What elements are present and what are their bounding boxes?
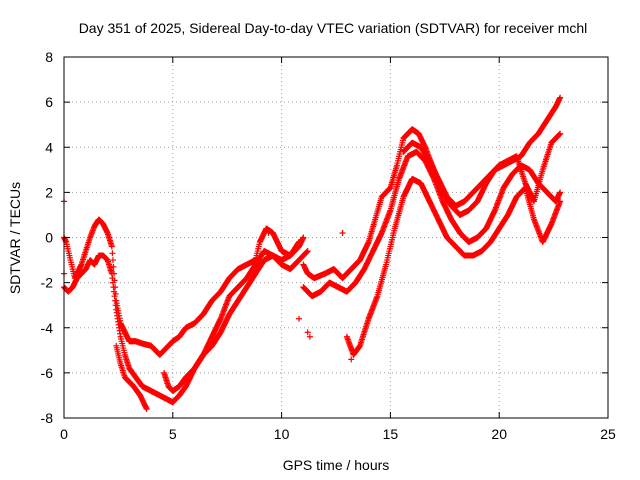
data-point <box>350 347 357 354</box>
y-tick-label: -2 <box>41 275 54 291</box>
data-point <box>265 229 272 236</box>
data-points <box>61 94 564 412</box>
x-axis-label: GPS time / hours <box>283 457 390 473</box>
data-point <box>339 229 346 236</box>
data-point <box>348 356 355 363</box>
data-point <box>304 248 311 255</box>
data-point <box>109 250 116 257</box>
y-ticks: -8 -6 -4 -2 0 2 4 6 8 <box>41 49 608 426</box>
data-point <box>557 94 564 101</box>
x-tick-label: 10 <box>274 426 290 442</box>
y-tick-label: 6 <box>45 94 53 110</box>
y-tick-label: 2 <box>45 184 53 200</box>
y-tick-label: 0 <box>45 230 53 246</box>
chart-title: Day 351 of 2025, Sidereal Day-to-day VTE… <box>79 20 588 36</box>
x-tick-label: 15 <box>383 426 399 442</box>
x-tick-label: 5 <box>169 426 177 442</box>
data-point <box>108 243 115 250</box>
y-tick-label: -8 <box>41 410 54 426</box>
x-tick-label: 25 <box>600 426 616 442</box>
y-tick-label: 4 <box>45 139 53 155</box>
x-ticks: 0 5 10 15 20 25 <box>60 57 616 442</box>
data-point <box>110 263 117 270</box>
x-tick-label: 0 <box>60 426 68 442</box>
y-tick-label: 8 <box>45 49 53 65</box>
data-point <box>304 329 311 336</box>
data-point <box>557 130 564 137</box>
y-tick-label: -4 <box>41 320 54 336</box>
data-point <box>109 257 116 264</box>
y-axis-label: SDTVAR / TECUs <box>7 182 23 294</box>
grid <box>64 57 608 418</box>
data-point <box>306 333 313 340</box>
data-point <box>296 315 303 322</box>
data-point <box>300 234 307 241</box>
x-tick-label: 20 <box>491 426 507 442</box>
y-tick-label: -6 <box>41 365 54 381</box>
data-point <box>143 405 150 412</box>
data-point <box>557 198 564 205</box>
data-point <box>296 239 303 246</box>
data-point <box>557 189 564 196</box>
